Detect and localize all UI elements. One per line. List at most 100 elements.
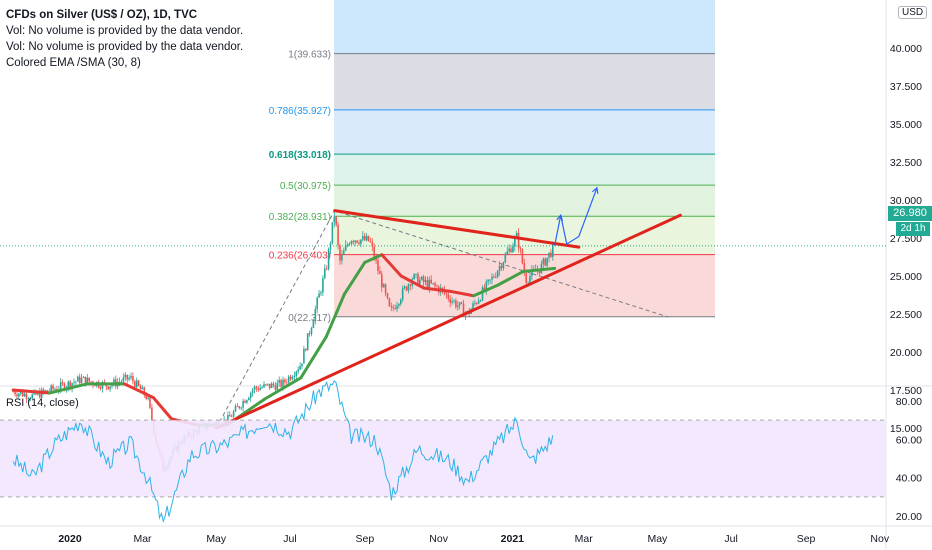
moving-average-segment — [399, 274, 426, 290]
candle-body — [88, 377, 90, 382]
candle-body — [367, 235, 370, 242]
candle-body — [99, 387, 102, 389]
candle-body — [259, 387, 261, 391]
rsi-band-fill — [0, 420, 886, 497]
moving-average-segment — [521, 266, 557, 273]
candle-body — [240, 407, 242, 409]
candle-body — [352, 241, 355, 243]
candle-body — [139, 385, 142, 390]
candle-body — [135, 380, 138, 388]
candle-body — [350, 241, 353, 245]
candle-body — [451, 301, 453, 303]
candle-body — [80, 377, 83, 384]
candle-body — [303, 348, 305, 364]
candle-body — [339, 245, 341, 261]
fib-zone-0.618 — [334, 154, 715, 186]
candle-body — [498, 265, 501, 271]
candle-body — [460, 302, 463, 304]
candle-body — [401, 288, 404, 300]
candle-body — [242, 400, 244, 408]
candle-body — [128, 377, 130, 380]
fib-zone-0.786 — [334, 109, 715, 155]
candle-body — [375, 258, 377, 261]
candle-body — [432, 283, 434, 284]
candle-body — [379, 270, 381, 275]
candle-body — [403, 286, 406, 289]
candle-body — [420, 276, 423, 280]
candle-body — [147, 397, 149, 399]
rsi-indicator-label[interactable]: RSI (14, close) — [6, 397, 79, 409]
candle-body — [270, 383, 273, 389]
moving-average-segment — [324, 292, 346, 339]
ma-indicator-label[interactable]: Colored EMA /SMA (30, 8) — [6, 57, 141, 69]
candle-body — [481, 287, 484, 301]
candle-body — [517, 232, 520, 249]
candle-body — [21, 391, 24, 397]
candle-body — [550, 252, 552, 257]
candle-body — [274, 385, 277, 390]
fib-level-label-1: 1(39.633) — [288, 50, 331, 61]
candle-body — [327, 249, 330, 269]
candle-body — [67, 381, 70, 388]
candle-body — [232, 411, 235, 417]
candle-body — [76, 376, 79, 382]
fib-level-label-0.382: 0.382(28.931) — [269, 212, 331, 223]
candle-body — [445, 293, 448, 295]
candle-body — [246, 400, 248, 403]
candle-body — [120, 381, 123, 383]
time-tick-label: Jul — [724, 533, 737, 545]
candle-body — [71, 383, 73, 388]
candle-body — [149, 397, 151, 408]
moving-average-segment — [263, 376, 303, 401]
candle-body — [38, 391, 41, 398]
candle-body — [418, 279, 421, 285]
candle-body — [25, 393, 28, 399]
price-tick-label: 32.500 — [890, 157, 922, 169]
candle-body — [354, 240, 356, 243]
candle-body — [323, 268, 326, 279]
candle-body — [523, 263, 526, 274]
fib-level-label-0: 0(22.317) — [288, 313, 331, 324]
candle-body — [122, 377, 125, 382]
time-tick-label: May — [206, 533, 227, 545]
candle-body — [141, 387, 144, 390]
candle-body — [508, 248, 510, 252]
candle-body — [247, 398, 250, 401]
symbol-title[interactable]: CFDs on Silver (US$ / OZ), 1D, TVC — [6, 9, 198, 21]
price-tick-label: 25.000 — [890, 271, 922, 283]
candle-body — [23, 393, 26, 397]
candle-body — [244, 400, 246, 403]
candle-body — [472, 303, 474, 310]
candle-body — [494, 276, 497, 278]
candle-body — [12, 391, 14, 393]
candle-body — [69, 381, 71, 388]
candle-body — [234, 406, 237, 412]
candle-body — [111, 384, 113, 387]
candle-body — [384, 284, 387, 294]
candle-body — [510, 248, 512, 253]
projection-arrowhead — [556, 213, 564, 222]
candle-body — [515, 232, 518, 238]
candle-body — [145, 395, 147, 399]
currency-button[interactable]: USD — [898, 6, 928, 19]
candle-body — [361, 236, 364, 240]
candle-body — [133, 381, 136, 388]
price-tick-label: 37.500 — [890, 81, 922, 93]
projection-arrowhead — [592, 186, 599, 194]
fib-zone-0.382 — [334, 216, 715, 255]
candle-body — [280, 379, 282, 387]
candle-body — [551, 243, 554, 257]
candle-body — [441, 287, 444, 290]
candle-body — [479, 300, 482, 302]
candle-body — [388, 298, 391, 307]
candle-body — [287, 376, 290, 383]
candle-body — [331, 222, 334, 243]
price-tick-label: 15.000 — [890, 423, 922, 435]
candle-body — [346, 244, 349, 246]
candle-body — [75, 381, 77, 383]
time-tick-label: Sep — [356, 533, 375, 545]
time-tick-label: Sep — [797, 533, 816, 545]
candle-body — [360, 239, 362, 245]
candle-body — [377, 260, 379, 271]
